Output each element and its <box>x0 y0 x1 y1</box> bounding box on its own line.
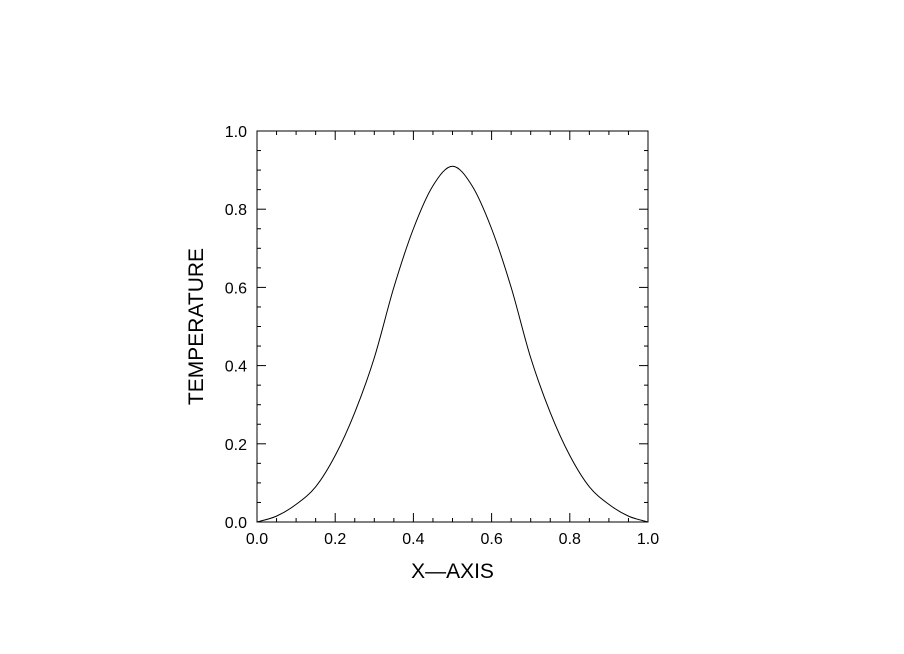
y-tick-label: 0.8 <box>225 202 247 219</box>
x-tick-label: 0.4 <box>402 531 424 548</box>
axis-ticks <box>256 130 649 523</box>
y-tick-label: 1.0 <box>225 124 247 141</box>
y-tick-label: 0.0 <box>225 515 247 532</box>
x-tick-label: 0.6 <box>480 531 502 548</box>
x-tick-label: 0.8 <box>559 531 581 548</box>
x-tick-label: 0.0 <box>246 531 268 548</box>
y-tick-label: 0.4 <box>225 359 247 376</box>
x-axis-label: X—AXIS <box>411 560 494 583</box>
y-tick-label: 0.2 <box>225 437 247 454</box>
x-tick-label: 0.2 <box>324 531 346 548</box>
plot-frame <box>256 130 649 523</box>
series-layer <box>256 165 649 523</box>
tick-labels: 0.0 0.2 0.4 0.6 0.8 1.0 0.0 0.2 0.4 0.6 0.8 1.0 <box>225 124 659 548</box>
temperature-series-line <box>256 165 649 523</box>
x-tick-label: 1.0 <box>637 531 659 548</box>
y-axis-label: TEMPERATURE <box>185 248 208 405</box>
y-tick-label: 0.6 <box>225 280 247 297</box>
